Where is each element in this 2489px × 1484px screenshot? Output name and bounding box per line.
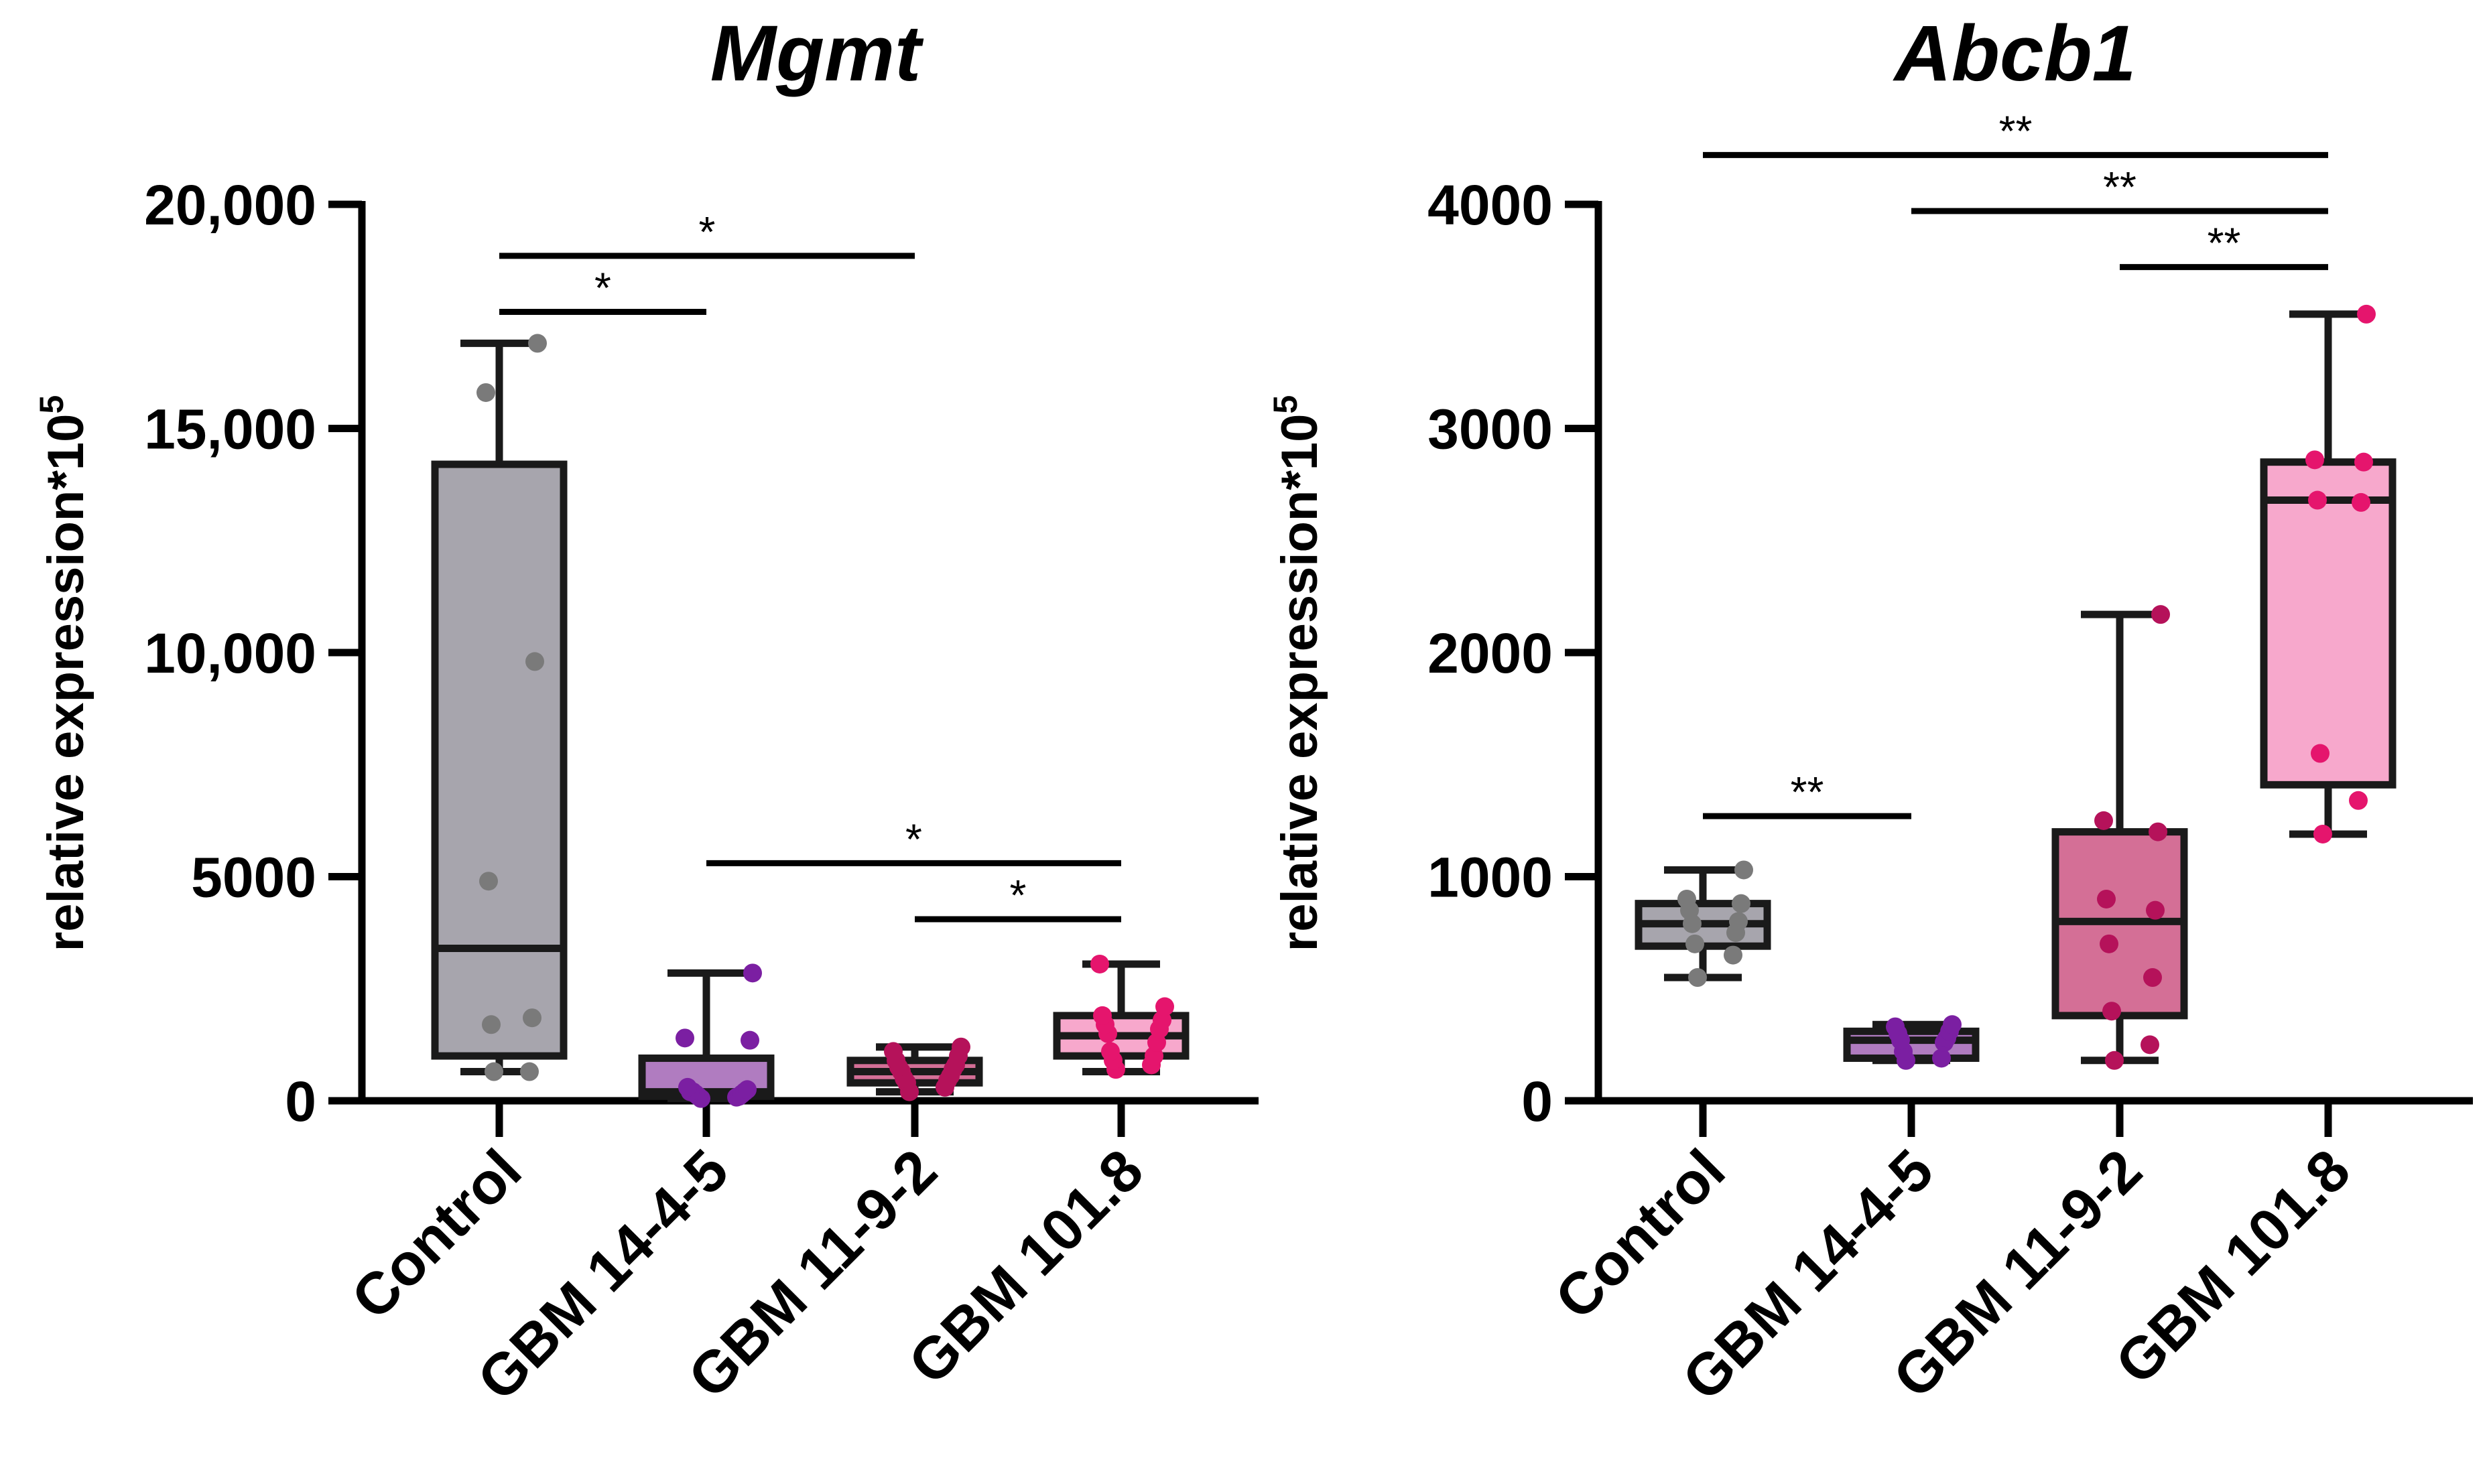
abcb1-significance-label: ** [2103,163,2136,211]
mgmt-y-tick-label: 0 [285,1070,316,1133]
data-point [476,383,495,402]
box [2260,458,2397,789]
mgmt-significance-label: * [699,208,716,256]
data-point [952,1037,970,1057]
abcb1-y-axis-label: relative expression*105 [1267,395,1328,952]
data-point [520,1062,539,1081]
data-point [2097,889,2116,908]
data-point [2094,811,2113,830]
data-point [1943,1015,1962,1034]
abcb1-boxplot-gbm-11-9-2 [2051,605,2188,1070]
data-point [482,1015,501,1034]
data-point [485,1062,503,1081]
data-point [1732,894,1750,913]
abcb1-y-tick-label: 1000 [1427,846,1553,909]
mgmt-boxplot-gbm-101-8 [1053,954,1190,1079]
data-point [1685,934,1704,953]
mgmt-significance-label: * [905,815,922,863]
data-point [1734,860,1753,880]
data-point [1677,889,1696,908]
abcb1-boxplot-gbm-101-8 [2260,304,2397,844]
mgmt-y-tick-label: 20,000 [144,174,316,237]
mgmt-significance-label: * [1010,871,1027,919]
data-point [2100,934,2118,953]
mgmt-panel: Mgmt relative expression*105 0 5000 10,000… [33,9,1259,1413]
data-point [1886,1017,1905,1036]
abcb1-x-tick-label: Control [1542,1136,1737,1331]
abcb1-y-tick-label: 2000 [1427,622,1553,685]
data-point [1090,954,1109,973]
data-point [2313,824,2332,844]
abcb1-significance-label: ** [1999,107,2033,155]
data-point [2151,605,2170,624]
mgmt-y-axis-label-exponent: 5 [33,395,70,414]
data-point [479,872,498,891]
data-point [676,1028,694,1048]
data-point [2354,452,2373,472]
data-point [678,1077,697,1097]
data-point [2105,1051,2124,1070]
data-point [743,963,762,983]
mgmt-boxplot-control [431,334,568,1081]
data-point [1688,968,1707,988]
abcb1-boxplots [1635,304,2397,1070]
abcb1-title: Abcb1 [1893,9,2136,98]
abcb1-y-axis-label-exponent: 5 [1267,395,1304,414]
data-point [1093,1006,1112,1025]
data-point [2357,304,2376,324]
mgmt-x-tick-label: Control [338,1136,533,1331]
mgmt-boxplot-gbm-14-4-5 [638,963,775,1108]
data-point [523,1008,541,1028]
data-point [2102,1002,2121,1021]
data-point [1932,1049,1951,1068]
data-point [2149,822,2167,841]
data-point [1724,945,1742,965]
abcb1-panel: Abcb1 relative expression*105 0 1000 2000 3… [1267,9,2473,1413]
data-point [528,334,547,353]
abcb1-boxplot-gbm-14-4-5 [1843,1015,1980,1070]
data-point [525,652,544,671]
data-point [1101,1042,1120,1061]
mgmt-boxplot-gbm-11-9-2 [846,1037,983,1101]
data-point [2143,968,2162,988]
abcb1-y-tick-label: 3000 [1427,398,1553,461]
mgmt-y-axis-label: relative expression*105 [33,395,94,952]
data-point [2352,492,2370,512]
abcb1-significance-bars: ** ** ** ** [1703,107,2328,819]
data-point [741,1030,759,1050]
abcb1-y-tick-label: 0 [1521,1070,1553,1133]
mgmt-y-tick-label: 5000 [191,846,316,909]
mgmt-y-axis-label-text: relative expression*10 [38,414,94,952]
abcb1-y-tick-label: 4000 [1427,174,1553,237]
abcb1-boxplot-control [1635,860,1771,988]
mgmt-significance-label: * [594,264,611,312]
mgmt-boxplots [431,334,1190,1108]
data-point [1155,997,1174,1016]
mgmt-title: Mgmt [710,9,924,98]
data-point [2141,1035,2159,1055]
data-point [1729,912,1748,931]
data-point [2349,791,2368,810]
data-point [2146,900,2165,920]
abcb1-y-axis-label-text: relative expression*10 [1271,414,1328,952]
mgmt-y-tick-label: 10,000 [144,622,316,685]
data-point [884,1042,903,1061]
data-point [2305,450,2324,470]
abcb1-significance-label: ** [1791,768,1824,816]
data-point [738,1080,757,1099]
box [431,460,568,1060]
abcb1-significance-label: ** [2208,219,2241,267]
mgmt-y-tick-label: 15,000 [144,398,316,461]
data-point [2308,490,2327,510]
mgmt-significance-bars: * * * * [499,208,1121,923]
data-point [2311,744,2330,763]
